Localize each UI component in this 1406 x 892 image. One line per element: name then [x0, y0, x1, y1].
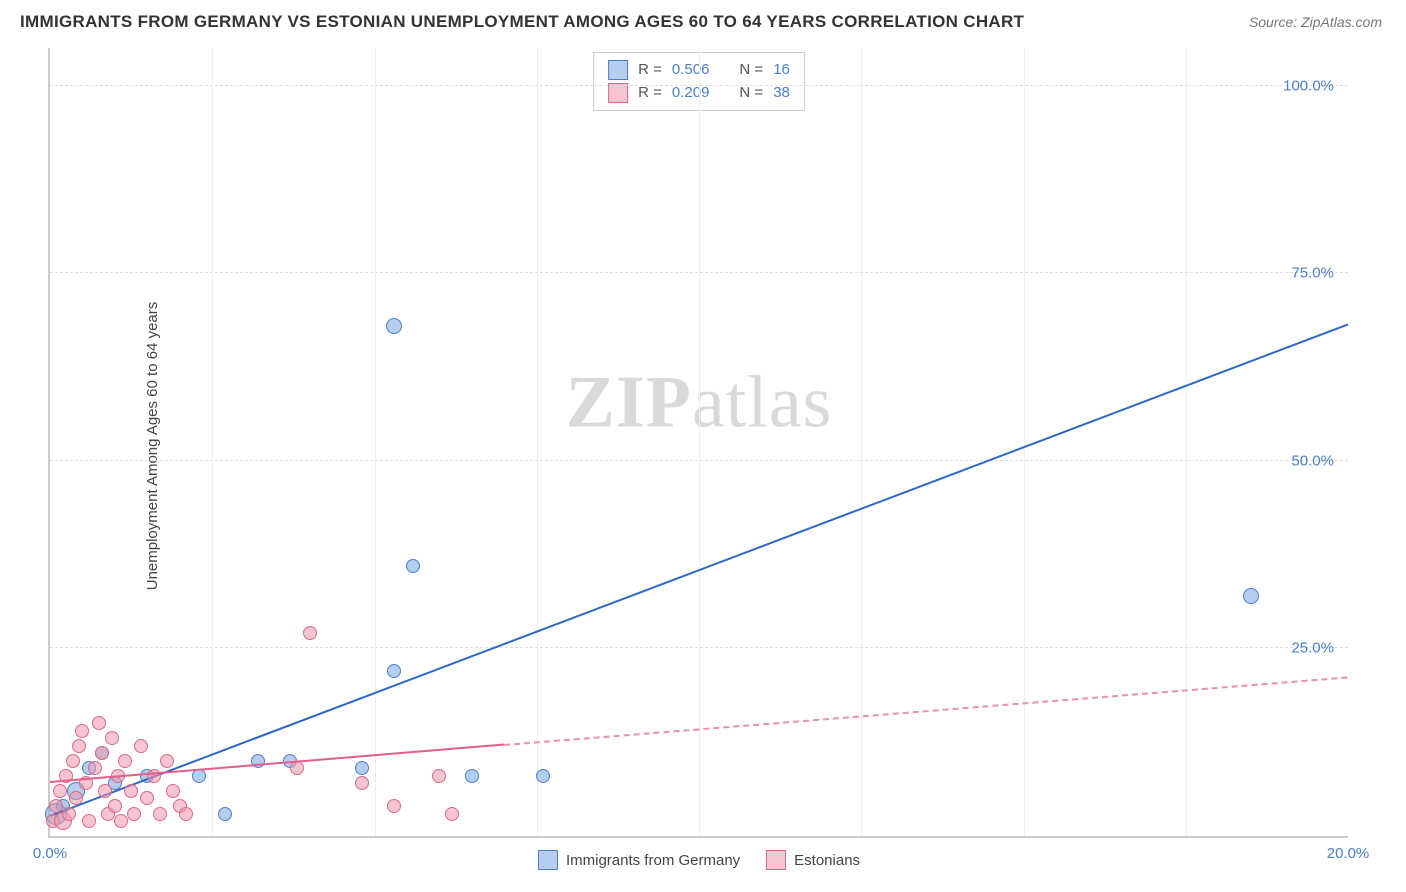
- data-point: [69, 791, 83, 805]
- data-point: [105, 731, 119, 745]
- data-point: [465, 769, 479, 783]
- data-point: [355, 761, 369, 775]
- x-tick-label: 0.0%: [33, 845, 67, 862]
- data-point: [303, 626, 317, 640]
- data-point: [386, 318, 402, 334]
- trend-line: [504, 676, 1348, 746]
- swatch-blue-icon: [538, 850, 558, 870]
- data-point: [95, 746, 109, 760]
- n-label: N =: [739, 59, 763, 82]
- data-point: [406, 559, 420, 573]
- y-tick-label: 25.0%: [1291, 640, 1334, 657]
- data-point: [49, 799, 63, 813]
- data-point: [218, 807, 232, 821]
- data-point: [118, 754, 132, 768]
- data-point: [179, 807, 193, 821]
- y-tick-label: 50.0%: [1291, 452, 1334, 469]
- swatch-pink-icon: [766, 850, 786, 870]
- legend-label: Immigrants from Germany: [566, 852, 740, 869]
- data-point: [108, 799, 122, 813]
- data-point: [140, 791, 154, 805]
- data-point: [387, 664, 401, 678]
- data-point: [98, 784, 112, 798]
- y-tick-label: 75.0%: [1291, 265, 1334, 282]
- legend-item-pink: Estonians: [766, 850, 860, 870]
- data-point: [290, 761, 304, 775]
- gridline-v: [212, 48, 213, 836]
- data-point: [88, 761, 102, 775]
- gridline-v: [1024, 48, 1025, 836]
- gridline-v: [861, 48, 862, 836]
- data-point: [53, 784, 67, 798]
- scatter-plot: ZIPatlas R = 0.506 N = 16 R = 0.209 N = …: [48, 48, 1348, 838]
- data-point: [75, 724, 89, 738]
- data-point: [153, 807, 167, 821]
- gridline-v: [375, 48, 376, 836]
- data-point: [432, 769, 446, 783]
- r-label: R =: [638, 59, 662, 82]
- source-label: Source: ZipAtlas.com: [1249, 14, 1382, 30]
- data-point: [536, 769, 550, 783]
- data-point: [166, 784, 180, 798]
- n-value: 16: [773, 59, 790, 82]
- gridline-v: [699, 48, 700, 836]
- data-point: [355, 776, 369, 790]
- data-point: [160, 754, 174, 768]
- bottom-legend: Immigrants from Germany Estonians: [538, 850, 860, 870]
- gridline-v: [1186, 48, 1187, 836]
- data-point: [92, 716, 106, 730]
- data-point: [82, 814, 96, 828]
- legend-item-blue: Immigrants from Germany: [538, 850, 740, 870]
- data-point: [62, 807, 76, 821]
- chart-title: IMMIGRANTS FROM GERMANY VS ESTONIAN UNEM…: [20, 12, 1024, 32]
- data-point: [134, 739, 148, 753]
- data-point: [1243, 588, 1259, 604]
- gridline-v: [537, 48, 538, 836]
- r-value: 0.506: [672, 59, 710, 82]
- swatch-blue-icon: [608, 60, 628, 80]
- y-tick-label: 100.0%: [1283, 77, 1334, 94]
- data-point: [124, 784, 138, 798]
- swatch-pink-icon: [608, 83, 628, 103]
- data-point: [66, 754, 80, 768]
- data-point: [127, 807, 141, 821]
- data-point: [445, 807, 459, 821]
- data-point: [72, 739, 86, 753]
- data-point: [387, 799, 401, 813]
- legend-label: Estonians: [794, 852, 860, 869]
- x-tick-label: 20.0%: [1327, 845, 1370, 862]
- data-point: [114, 814, 128, 828]
